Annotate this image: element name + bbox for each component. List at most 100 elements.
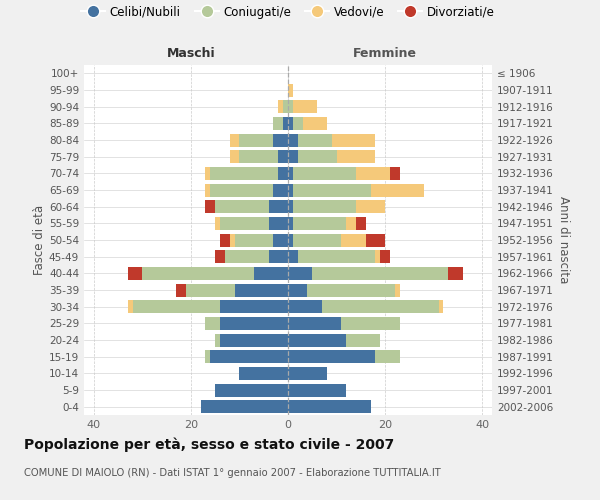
Bar [288,367,327,380]
Bar [278,100,283,113]
Bar [288,100,293,113]
Bar [293,100,317,113]
Bar [356,217,366,230]
Y-axis label: Fasce di età: Fasce di età [33,205,46,275]
Bar [205,167,210,180]
Bar [220,300,288,313]
Bar [269,217,288,230]
Bar [376,250,380,263]
Bar [274,234,288,246]
Bar [288,117,293,130]
Bar [205,317,220,330]
Bar [390,167,400,180]
Bar [288,167,293,180]
Bar [298,250,376,263]
Bar [439,300,443,313]
Bar [128,300,133,313]
Bar [366,234,385,246]
Bar [298,134,332,146]
Bar [293,167,356,180]
Bar [288,184,293,196]
Bar [288,84,293,96]
Bar [288,217,293,230]
Bar [269,250,288,263]
Bar [133,300,220,313]
Bar [205,200,215,213]
Text: Femmine: Femmine [353,47,417,60]
Bar [302,117,327,130]
Bar [346,217,356,230]
Bar [142,267,254,280]
Bar [239,150,278,163]
Bar [254,267,288,280]
Bar [220,334,288,346]
Y-axis label: Anni di nascita: Anni di nascita [557,196,570,284]
Bar [346,334,380,346]
Bar [220,317,288,330]
Bar [288,150,298,163]
Bar [205,350,210,363]
Bar [380,250,390,263]
Bar [230,134,239,146]
Bar [293,200,356,213]
Bar [293,234,341,246]
Bar [288,250,298,263]
Text: COMUNE DI MAIOLO (RN) - Dati ISTAT 1° gennaio 2007 - Elaborazione TUTTITALIA.IT: COMUNE DI MAIOLO (RN) - Dati ISTAT 1° ge… [24,468,441,477]
Bar [220,234,230,246]
Bar [341,317,400,330]
Bar [341,234,366,246]
Bar [239,134,274,146]
Bar [230,150,239,163]
Bar [288,384,346,396]
Bar [274,184,288,196]
Bar [230,234,235,246]
Bar [288,334,346,346]
Bar [278,167,288,180]
Bar [312,267,448,280]
Bar [288,350,376,363]
Bar [288,267,312,280]
Bar [288,300,322,313]
Bar [371,184,424,196]
Bar [293,217,346,230]
Legend: Celibi/Nubili, Coniugati/e, Vedovi/e, Divorziati/e: Celibi/Nubili, Coniugati/e, Vedovi/e, Di… [77,1,499,24]
Text: Popolazione per età, sesso e stato civile - 2007: Popolazione per età, sesso e stato civil… [24,438,394,452]
Bar [274,117,283,130]
Bar [210,167,278,180]
Bar [293,184,371,196]
Bar [288,234,293,246]
Bar [269,200,288,213]
Bar [376,350,400,363]
Bar [288,134,298,146]
Bar [210,350,288,363]
Bar [220,217,269,230]
Bar [288,400,371,413]
Bar [293,117,302,130]
Bar [288,317,341,330]
Bar [298,150,337,163]
Bar [128,267,142,280]
Bar [288,200,293,213]
Bar [215,384,288,396]
Bar [215,200,269,213]
Bar [215,334,220,346]
Bar [215,250,225,263]
Bar [176,284,186,296]
Bar [210,184,274,196]
Text: Maschi: Maschi [167,47,215,60]
Bar [274,134,288,146]
Bar [307,284,395,296]
Bar [356,200,385,213]
Bar [235,234,274,246]
Bar [337,150,376,163]
Bar [235,284,288,296]
Bar [395,284,400,296]
Bar [288,284,307,296]
Bar [283,100,288,113]
Bar [332,134,376,146]
Bar [283,117,288,130]
Bar [215,217,220,230]
Bar [205,184,210,196]
Bar [278,150,288,163]
Bar [239,367,288,380]
